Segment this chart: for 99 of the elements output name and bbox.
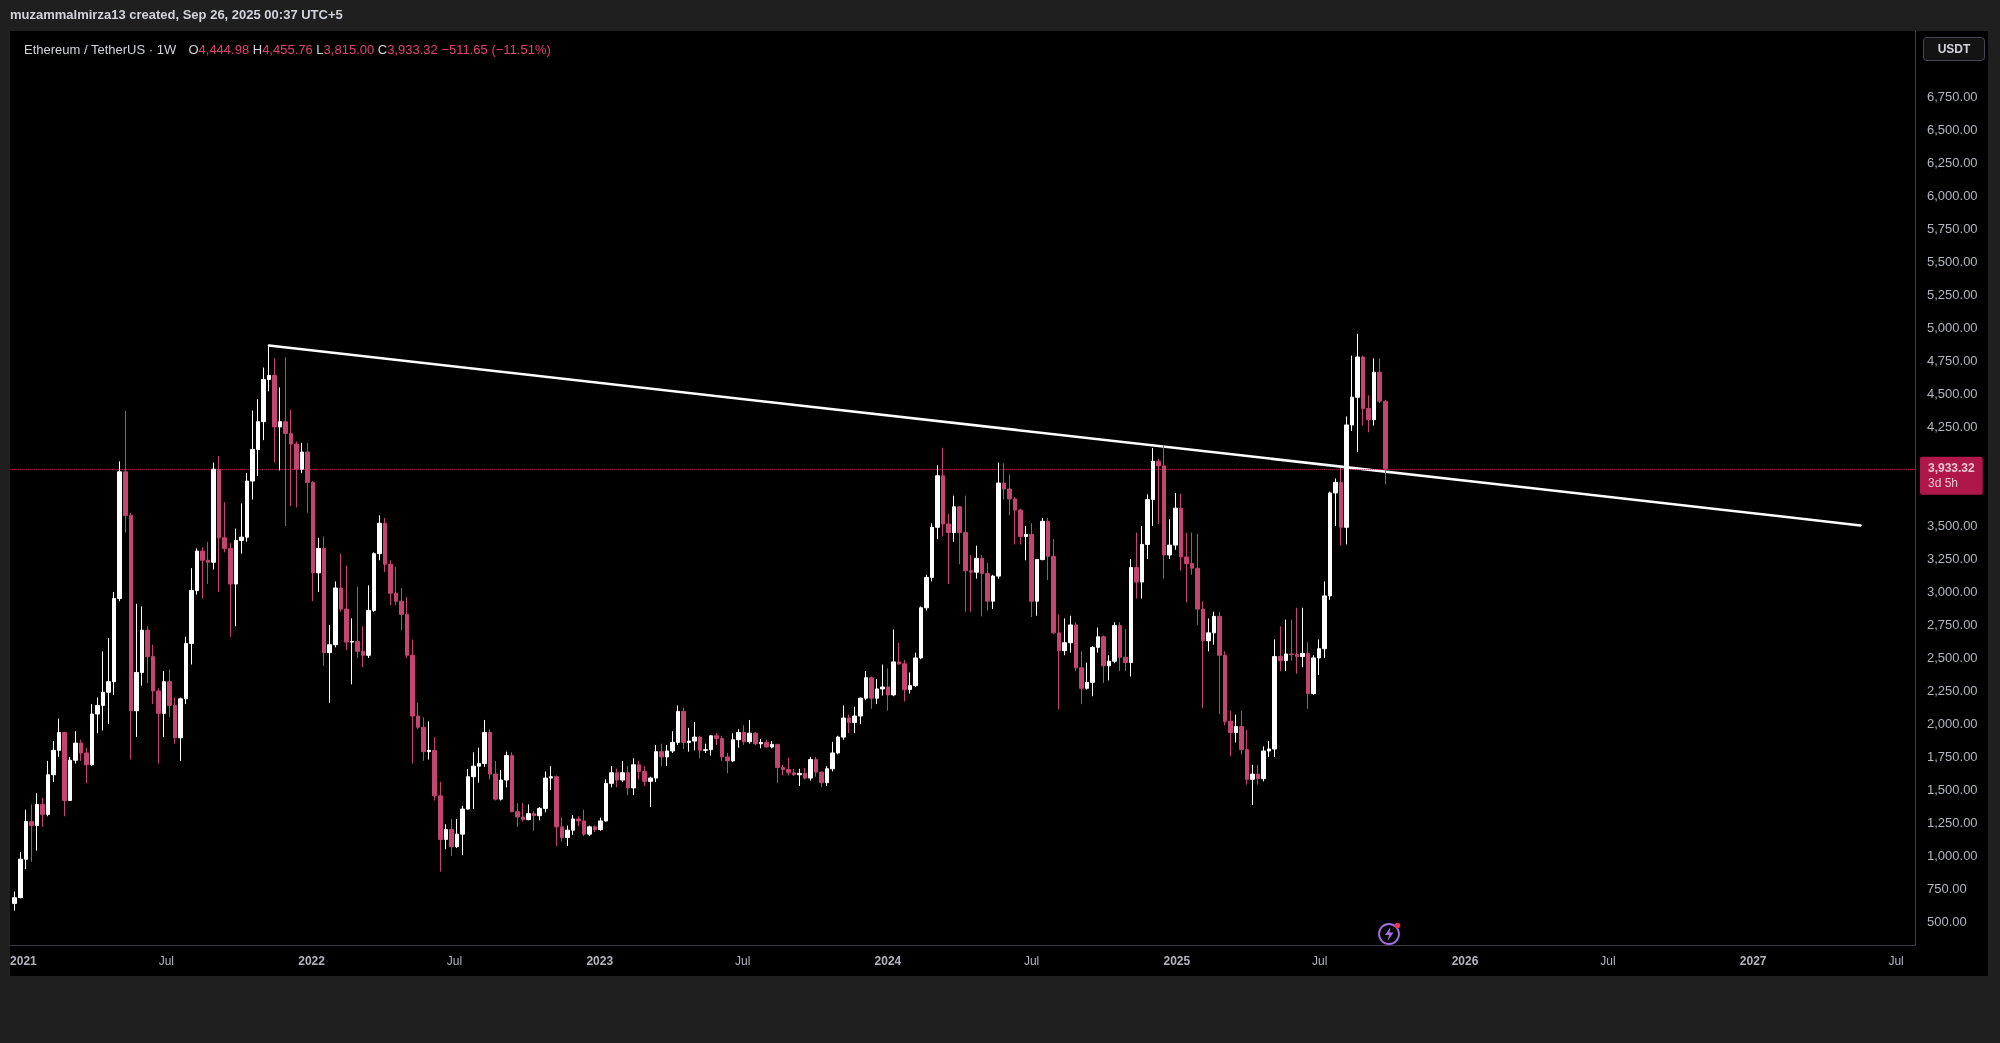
y-tick-label: 3,000.00 [1927, 584, 1978, 600]
y-tick-label: 5,000.00 [1927, 320, 1978, 336]
x-tick-label: 2025 [1163, 954, 1191, 968]
x-tick-label: Jul [1600, 954, 1616, 968]
candlestick [278, 386, 282, 472]
candlestick [1300, 607, 1305, 668]
y-tick-label: 2,750.00 [1927, 617, 1978, 633]
candlestick [764, 739, 769, 749]
candlestick [974, 545, 979, 580]
y-tick-label: 1,500.00 [1927, 782, 1978, 798]
candlestick [272, 357, 277, 464]
y-tick-label: 2,000.00 [1927, 716, 1978, 732]
x-tick-label: 2027 [1739, 954, 1767, 968]
candlestick [659, 743, 664, 767]
candlestick [1250, 764, 1255, 806]
candlestick [35, 792, 39, 852]
y-tick-label: 1,750.00 [1927, 749, 1978, 765]
x-tick-label: Jul [1888, 954, 1904, 968]
x-tick-label: 2023 [586, 954, 614, 968]
candlestick [1029, 522, 1034, 618]
candlestick [631, 757, 636, 796]
candlestick [747, 719, 752, 745]
candlestick [593, 825, 597, 833]
candlestick [1306, 641, 1310, 710]
y-tick-label: 4,750.00 [1927, 353, 1978, 369]
candlestick [211, 462, 216, 570]
candlestick [300, 442, 304, 474]
y-tick-label: 1,250.00 [1927, 815, 1978, 831]
y-tick-label: 4,250.00 [1927, 419, 1978, 435]
y-tick-label: 1,000.00 [1927, 848, 1978, 864]
text: O4,444.98 H4,455.76 L3,815.00 C3,933.32 −511.65 (−11.51%) [188, 42, 551, 57]
candlestick [1284, 619, 1288, 672]
candlestick [803, 767, 807, 780]
candlestick [449, 818, 454, 857]
candlestick [615, 768, 619, 788]
y-tick-label: 3,250.00 [1927, 551, 1978, 567]
x-tick-label: 2024 [874, 954, 902, 968]
x-tick-label: Jul [1023, 954, 1040, 968]
y-tick-label: 6,500.00 [1927, 122, 1978, 138]
candlestick [1129, 558, 1133, 677]
candlestick [847, 714, 851, 734]
y-tick-label: 5,750.00 [1927, 221, 1978, 237]
y-tick-label: 6,250.00 [1927, 155, 1978, 171]
candlestick [808, 756, 813, 782]
candlestick [1278, 625, 1283, 672]
y-tick-label: 6,750.00 [1927, 89, 1978, 105]
y-tick-label: 4,500.00 [1927, 386, 1978, 402]
candlestick [350, 617, 354, 685]
candlestick [620, 760, 625, 783]
text: 3d 5h [1928, 476, 1959, 491]
candlestick [886, 667, 890, 712]
y-tick-label: 5,500.00 [1927, 254, 1978, 270]
x-tick-label: 2022 [298, 954, 326, 968]
candlestick [526, 803, 531, 821]
candlestick [1372, 357, 1376, 427]
ref-line-label: 3,933.32 [1928, 461, 1976, 476]
candlestick [952, 495, 956, 543]
candlestick [681, 706, 686, 750]
candlestick [444, 823, 448, 850]
candlestick [770, 740, 774, 749]
text: Ethereum / TetherUS · 1W [24, 42, 177, 57]
candlestick [322, 536, 326, 667]
candlestick [891, 629, 896, 697]
x-tick-label: Jul [734, 954, 751, 968]
candlestick [869, 675, 874, 710]
x-tick-label: 2026 [1451, 954, 1479, 968]
y-tick-label: 500.00 [1927, 914, 1967, 930]
candlestick [626, 765, 630, 796]
y-tick-label: 5,250.00 [1927, 287, 1978, 303]
candlestick [532, 810, 536, 832]
candlestick [1101, 634, 1106, 684]
candlestick [1134, 532, 1139, 600]
candlestick [316, 537, 321, 593]
candlestick [759, 738, 763, 749]
y-tick-label: 6,000.00 [1927, 188, 1978, 204]
y-tick-label: 2,250.00 [1927, 683, 1978, 699]
candlestick [698, 735, 702, 759]
x-tick-label: 2021 [10, 954, 38, 968]
x-tick-label: Jul [158, 954, 174, 968]
candlestick [797, 768, 802, 787]
candlestick [587, 825, 592, 837]
currency-button: USDT [1923, 37, 1985, 61]
candlestick [427, 720, 431, 761]
y-tick-label: 3,500.00 [1927, 518, 1978, 534]
x-tick-label: Jul [1312, 954, 1328, 968]
y-tick-label: 750.00 [1927, 881, 1967, 897]
x-tick-label: Jul [446, 954, 463, 968]
candlestick [1024, 525, 1028, 561]
candlestick [1256, 764, 1260, 786]
candlestick [1339, 467, 1343, 547]
candlestick [1234, 714, 1238, 743]
text: muzammalmirza13 created, Sep 26, 2025 00:37 UTC+5 [10, 7, 343, 22]
candlestick [753, 731, 758, 746]
candlestick [40, 797, 45, 828]
candlestick [62, 731, 67, 817]
candlestick [742, 724, 746, 746]
candlestick [29, 803, 34, 863]
candlestick [162, 670, 166, 738]
y-tick-label: 2,500.00 [1927, 650, 1978, 666]
